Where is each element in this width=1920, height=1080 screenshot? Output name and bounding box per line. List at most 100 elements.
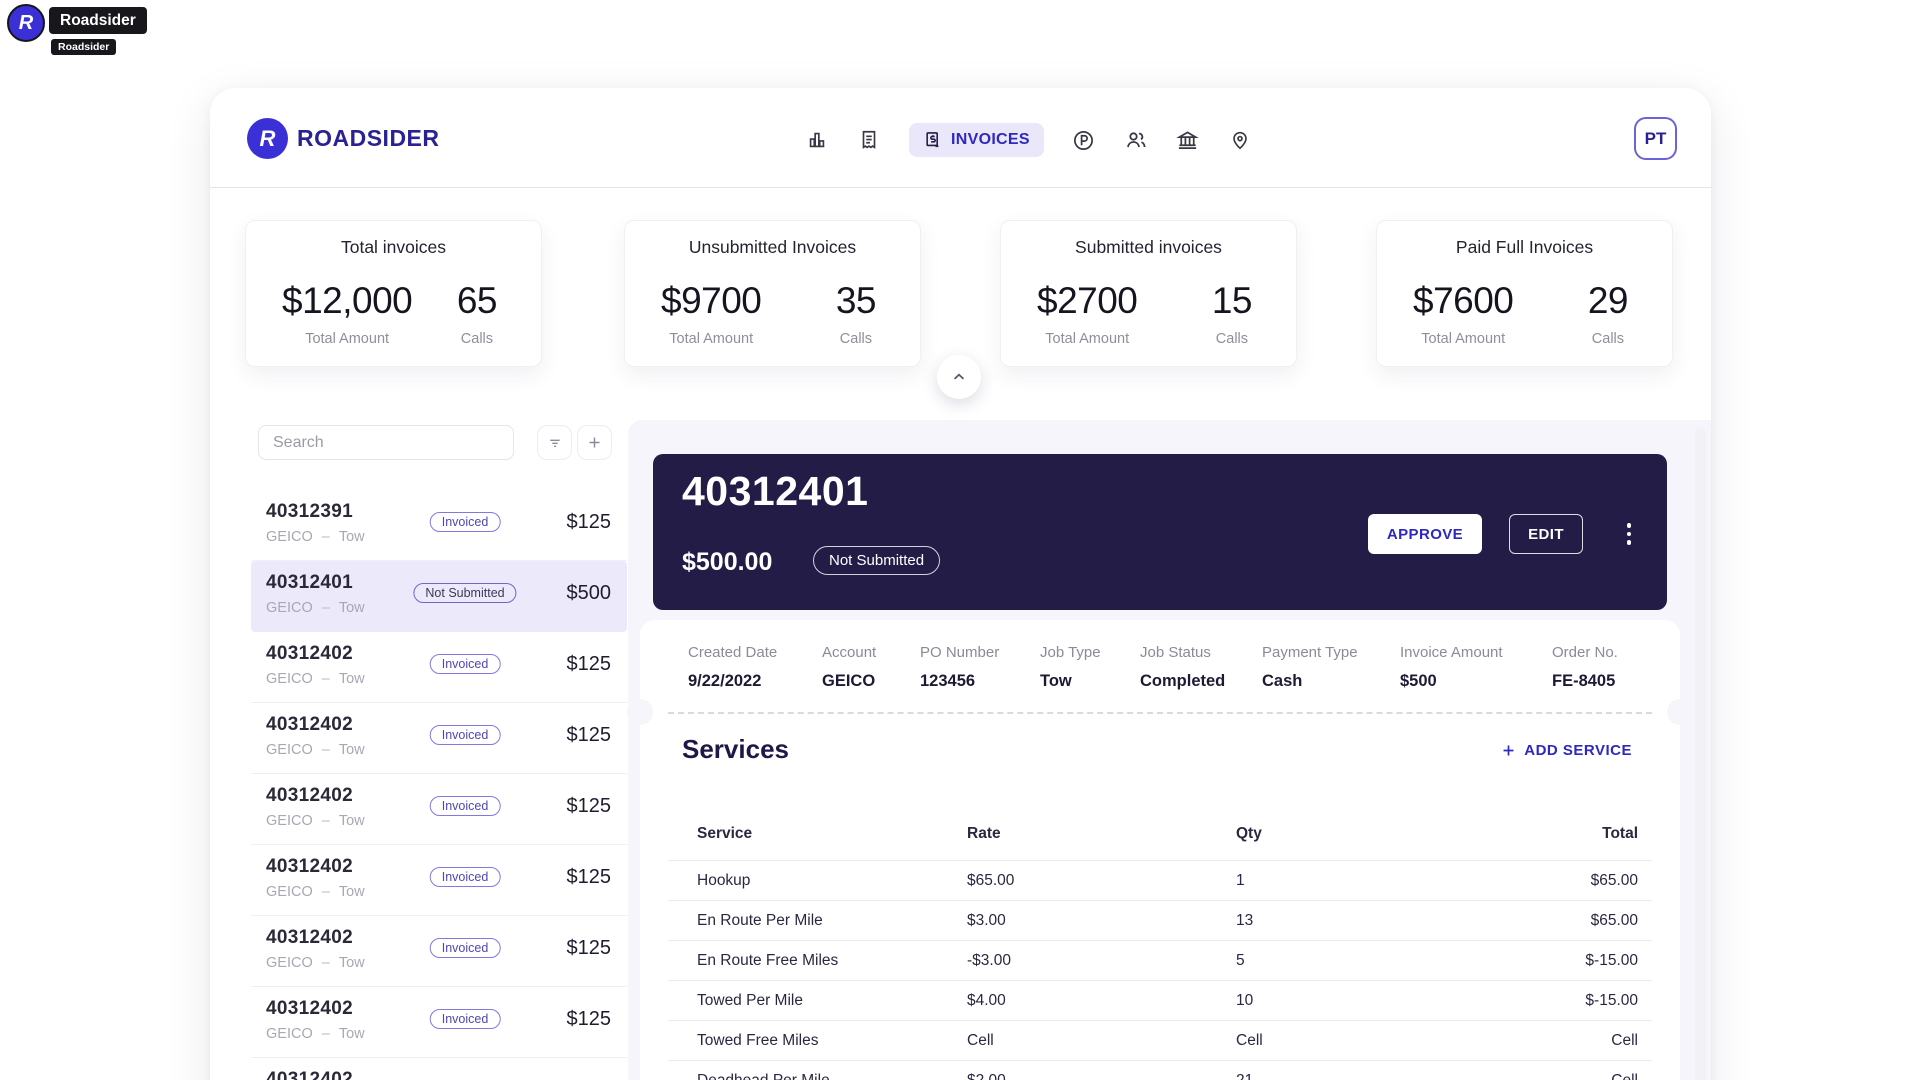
field-invoice-amount: Invoice Amount $500 (1400, 644, 1503, 690)
stat-amount: $7600 (1413, 280, 1514, 321)
invoice-list-item[interactable]: 40312402 GEICO–Tow Invoiced $125 (251, 703, 627, 774)
ticket-notch-left (627, 699, 653, 725)
brand: R ROADSIDER (247, 118, 440, 159)
brand-name: ROADSIDER (297, 125, 440, 151)
status-badge: Invoiced (429, 512, 501, 532)
locations-icon[interactable] (1228, 128, 1252, 152)
add-service-button[interactable]: ADD SERVICE (1500, 742, 1632, 759)
filter-button[interactable] (537, 425, 572, 460)
status-badge: Invoiced (429, 796, 501, 816)
stat-calls: 29 (1587, 280, 1629, 321)
stat-card-total-invoices: Total invoices $12,000 Total Amount 65 C… (245, 220, 542, 367)
invoice-number: 40312402 (266, 1069, 353, 1080)
services-title: Services (682, 734, 789, 764)
stat-title: Unsubmitted Invoices (688, 237, 857, 257)
field-job-status: Job Status Completed (1140, 644, 1226, 690)
invoice-number: 40312402 (266, 785, 353, 806)
main-nav: INVOICES (805, 123, 1252, 157)
tab-invoices[interactable]: INVOICES (909, 123, 1044, 157)
invoice-amount: $125 (566, 795, 612, 817)
stat-title: Submitted invoices (1075, 237, 1222, 257)
stat-calls-label: Calls (1215, 331, 1249, 347)
invoice-icon (926, 132, 939, 148)
stat-amount-label: Total Amount (305, 331, 390, 347)
invoice-subtitle: GEICO – Tow (266, 1026, 365, 1042)
invoice-amount: $125 (566, 511, 612, 533)
ticket-perforation (668, 712, 1652, 714)
detail-invoice-number: 40312401 (682, 468, 869, 514)
edit-button[interactable]: EDIT (1509, 514, 1583, 554)
plus-icon (1503, 745, 1514, 756)
service-row[interactable]: Towed Per Mile $4.00 10 $-15.00 (668, 980, 1652, 1020)
panel-scrollbar[interactable] (1695, 428, 1706, 1080)
stat-amount: $12,000 (282, 280, 413, 321)
stat-amount: $2700 (1037, 280, 1138, 321)
service-row[interactable]: Deadhead Per Mile$2.00 21Cell (668, 1060, 1652, 1080)
invoice-subtitle: GEICO – Tow (266, 884, 365, 900)
status-badge: Invoiced (429, 938, 501, 958)
user-avatar[interactable]: PT (1634, 117, 1677, 160)
stat-card-paid-full: Paid Full Invoices $7600 Total Amount 29… (1376, 220, 1673, 367)
approve-button[interactable]: APPROVE (1368, 514, 1482, 554)
chevron-up-icon (953, 373, 965, 380)
detail-invoice-amount: $500.00 (682, 548, 773, 576)
invoice-subtitle: GEICO – Tow (266, 955, 365, 971)
status-badge: Invoiced (429, 867, 501, 887)
browser-favicon: R (7, 4, 45, 42)
app-window: R ROADSIDER (210, 88, 1711, 1080)
invoice-amount: $125 (566, 724, 612, 746)
invoice-amount: $125 (566, 866, 612, 888)
parking-icon[interactable] (1072, 128, 1096, 152)
tab-tooltip-title: Roadsider (49, 7, 147, 34)
status-badge: Not Submitted (413, 583, 517, 603)
stat-calls: 65 (456, 280, 498, 321)
invoice-list-item[interactable]: 40312402 GEICO–Tow Invoiced $125 (251, 774, 627, 845)
invoice-detail-body: Created Date 9/22/2022 Account GEICO PO Nu… (627, 620, 1693, 1080)
invoice-list-item[interactable]: 40312402 GEICO–Tow Invoiced $125 (251, 916, 627, 987)
app-header: R ROADSIDER (210, 88, 1711, 188)
reports-icon[interactable] (857, 128, 881, 152)
invoice-amount: $125 (566, 1008, 612, 1030)
invoice-amount: $500 (566, 582, 612, 604)
invoice-amount: $125 (566, 937, 612, 959)
tab-tooltip-subtitle: Roadsider (51, 39, 117, 55)
field-order-no: Order No. FE-8405 (1552, 644, 1618, 690)
stat-amount-label: Total Amount (1421, 331, 1506, 347)
service-row[interactable]: En Route Free Miles -$3.00 5 $-15.00 (668, 940, 1652, 980)
ticket-notch-right (1667, 699, 1693, 725)
tab-invoices-label: INVOICES (951, 131, 1030, 148)
invoice-subtitle: GEICO – Tow (266, 742, 365, 758)
add-invoice-button[interactable] (577, 425, 612, 460)
brand-logo-icon: R (247, 118, 288, 159)
field-created-date: Created Date 9/22/2022 (688, 644, 778, 690)
services-table-header: Service Rate Qty Total (697, 825, 1638, 842)
favicon-r-glyph: R (18, 11, 34, 34)
invoice-list-item[interactable]: 40312402 GEICO–Tow Invoiced $125 (251, 632, 627, 703)
stat-title: Total invoices (340, 237, 447, 257)
plus-icon (589, 437, 600, 448)
dashboard-icon[interactable] (805, 128, 829, 152)
field-account: Account GEICO (822, 644, 877, 690)
invoice-list-item[interactable]: 40312402 GEICO–Tow Invoiced $125 (251, 845, 627, 916)
service-row[interactable]: Towed Free Miles Cell Cell Cell (668, 1020, 1652, 1060)
field-po-number: PO Number 123456 (920, 644, 1000, 690)
service-row[interactable]: Hookup $65.00 1 $65.00 (668, 860, 1652, 900)
invoice-list-item-selected[interactable]: 40312401 GEICO – Tow Not Submitted $500 (251, 561, 627, 632)
invoice-list-item[interactable]: 40312402 GEICO–Tow Invoiced $125 (251, 987, 627, 1058)
stat-amount-label: Total Amount (669, 331, 754, 347)
invoice-list-item[interactable]: 40312391 GEICO – Tow Invoiced $125 (251, 490, 627, 561)
bank-icon[interactable] (1176, 128, 1200, 152)
invoice-list-item[interactable]: 40312402 GEICO–Tow Invoiced $125 (251, 1058, 627, 1080)
status-badge: Invoiced (429, 1009, 501, 1029)
stat-title: Paid Full Invoices (1455, 237, 1594, 257)
search-input[interactable] (258, 425, 514, 460)
collapse-stats-button[interactable] (937, 355, 981, 399)
stat-calls: 35 (835, 280, 877, 321)
more-options-icon[interactable] (1619, 515, 1639, 553)
service-row[interactable]: En Route Per Mile $3.00 13 $65.00 (668, 900, 1652, 940)
stat-calls-label: Calls (460, 331, 494, 347)
field-job-type: Job Type Tow (1040, 644, 1101, 690)
users-icon[interactable] (1124, 128, 1148, 152)
filter-icon (549, 439, 560, 447)
